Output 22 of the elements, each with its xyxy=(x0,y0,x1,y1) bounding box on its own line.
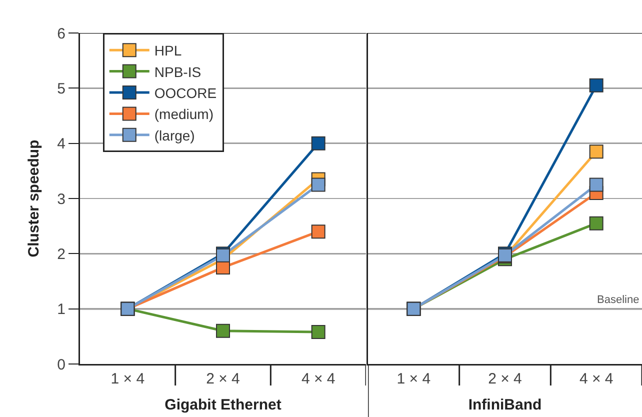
y-tick-label: 2 xyxy=(57,246,66,263)
legend-label: NPB-IS xyxy=(154,64,202,80)
x-tick-label: 1 × 4 xyxy=(110,370,145,388)
x-tick-label: 4 × 4 xyxy=(301,370,336,388)
legend-label: (medium) xyxy=(154,106,214,122)
y-tick-label: 1 xyxy=(57,301,66,318)
y-tick-label: 3 xyxy=(57,190,66,208)
legend-label: HPL xyxy=(154,42,182,59)
x-tick-label: 2 × 4 xyxy=(206,370,240,388)
y-tick-label: 4 xyxy=(57,136,66,153)
x-axis-title: InfiniBand xyxy=(468,396,542,414)
legend-label: (large) xyxy=(154,127,195,144)
x-tick-label: 2 × 4 xyxy=(488,370,522,388)
x-axis-title: Gigabit Ethernet xyxy=(164,396,282,414)
y-tick-label: 6 xyxy=(57,25,66,42)
legend-label: OOCORE xyxy=(154,84,217,101)
y-axis-title: Cluster speedup xyxy=(26,140,43,258)
x-tick-label: 1 × 4 xyxy=(396,370,431,388)
y-tick-label: 5 xyxy=(57,80,66,98)
y-tick-label: 0 xyxy=(57,356,66,374)
ref-line-label: Baseline xyxy=(597,294,640,306)
x-tick-label: 4 × 4 xyxy=(579,370,614,388)
